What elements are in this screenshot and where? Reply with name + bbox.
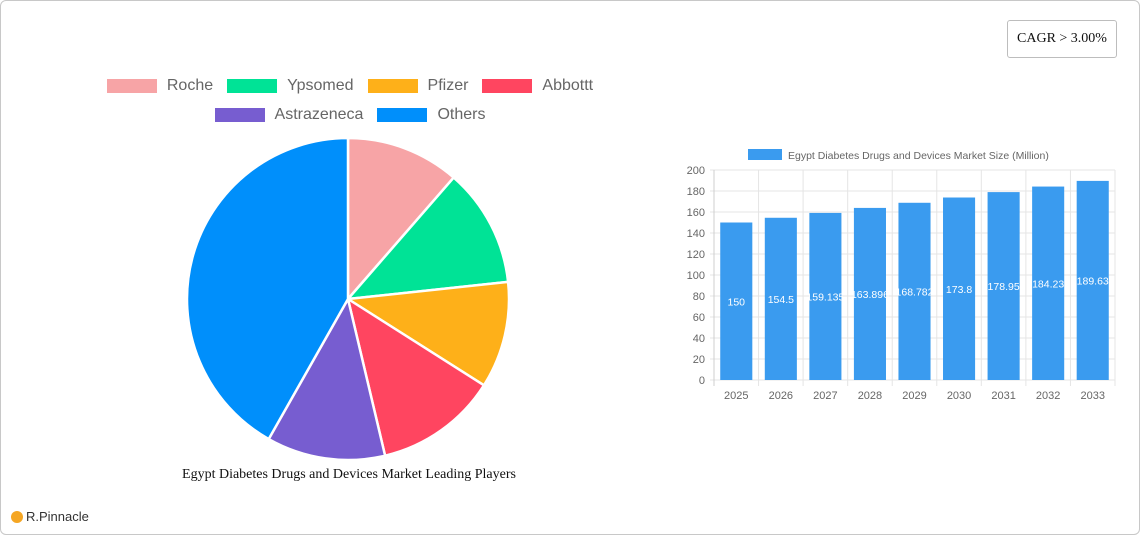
pie-slice-ypsomed[interactable]	[344, 175, 510, 301]
y-tick-label: 200	[687, 165, 705, 177]
legend-item-ypsomed[interactable]: Ypsomed	[227, 77, 354, 95]
x-tick-label: 2033	[1080, 390, 1104, 402]
legend-label: Ypsomed	[287, 77, 354, 94]
bar-data-label: 150	[728, 296, 746, 308]
legend-label: Astrazeneca	[274, 106, 364, 123]
pie-slice-others[interactable]	[185, 136, 350, 441]
bar-2028[interactable]	[853, 207, 886, 380]
pie-legend-row-2: Astrazeneca Others	[60, 106, 640, 124]
legend-swatch	[214, 108, 265, 122]
x-tick-label: 2025	[724, 390, 748, 402]
cagr-badge: CAGR > 3.00%	[1007, 20, 1117, 58]
legend-item-pfizer[interactable]: Pfizer	[367, 77, 469, 95]
bar-legend-swatch	[748, 149, 782, 160]
pie-chart	[185, 136, 511, 462]
legend-item-roche[interactable]: Roche	[106, 77, 214, 95]
bar-data-label: 159.135	[806, 291, 844, 303]
y-tick-label: 0	[699, 375, 705, 387]
bar-2032[interactable]	[1032, 186, 1065, 380]
pie-legend-row-1: Roche Ypsomed Pfizer Abbottt	[60, 77, 640, 95]
logo-icon	[11, 510, 23, 523]
legend-label: Others	[437, 106, 486, 123]
brand-name: R.Pinnacle	[26, 509, 89, 524]
y-tick-label: 20	[693, 354, 705, 366]
y-tick-label: 160	[687, 207, 705, 219]
bar-2025[interactable]	[720, 222, 753, 381]
legend-item-abbott[interactable]: Abbottt	[482, 77, 593, 95]
x-tick-label: 2029	[902, 390, 926, 402]
bar-2026[interactable]	[764, 217, 797, 380]
bar-data-label: 168.782	[896, 286, 934, 298]
legend-label: Roche	[166, 77, 214, 94]
bar-data-label: 154.5	[768, 294, 794, 306]
y-tick-label: 60	[693, 312, 705, 324]
bar-2027[interactable]	[809, 212, 842, 380]
y-tick-label: 180	[687, 186, 705, 198]
bar-data-label: 173.8	[946, 284, 972, 296]
x-tick-label: 2027	[813, 390, 837, 402]
brand-logo: R.Pinnacle	[11, 509, 89, 524]
x-tick-label: 2031	[991, 390, 1015, 402]
pie-slice-abbottt[interactable]	[346, 296, 486, 458]
legend-swatch	[482, 79, 533, 93]
bar-2030[interactable]	[943, 197, 976, 380]
x-tick-label: 2026	[769, 390, 793, 402]
legend-swatch	[377, 108, 428, 122]
legend-item-astrazeneca[interactable]: Astrazeneca	[214, 106, 364, 124]
bar-legend-label[interactable]: Egypt Diabetes Drugs and Devices Market …	[788, 150, 1049, 162]
y-tick-label: 40	[693, 333, 705, 345]
y-tick-label: 80	[693, 291, 705, 303]
pie-slice-astrazeneca[interactable]	[266, 295, 387, 462]
bar-2029[interactable]	[898, 202, 931, 380]
x-tick-label: 2030	[947, 390, 971, 402]
y-tick-label: 100	[687, 270, 705, 282]
pie-slice-roche[interactable]	[346, 136, 456, 303]
legend-item-others[interactable]: Others	[377, 106, 485, 124]
legend-label: Abbottt	[542, 77, 594, 94]
y-tick-label: 140	[687, 228, 705, 240]
legend-swatch	[227, 79, 278, 93]
bar-data-label: 163.896	[851, 289, 889, 301]
legend-swatch	[367, 79, 418, 93]
bar-data-label: 189.63	[1077, 275, 1109, 287]
legend-swatch	[106, 79, 157, 93]
cagr-label: CAGR > 3.00%	[1017, 31, 1107, 46]
bar-data-label: 178.95	[988, 281, 1020, 293]
x-tick-label: 2028	[858, 390, 882, 402]
x-tick-label: 2032	[1036, 390, 1060, 402]
pie-chart-title: Egypt Diabetes Drugs and Devices Market …	[182, 467, 516, 482]
legend-label: Pfizer	[427, 77, 469, 94]
bar-2031[interactable]	[987, 192, 1020, 380]
y-tick-label: 120	[687, 249, 705, 261]
bar-data-label: 184.23	[1032, 278, 1064, 290]
bar-chart: Egypt Diabetes Drugs and Devices Market …	[687, 149, 1116, 402]
bar-2033[interactable]	[1076, 180, 1109, 380]
pie-slice-pfizer[interactable]	[344, 280, 511, 387]
